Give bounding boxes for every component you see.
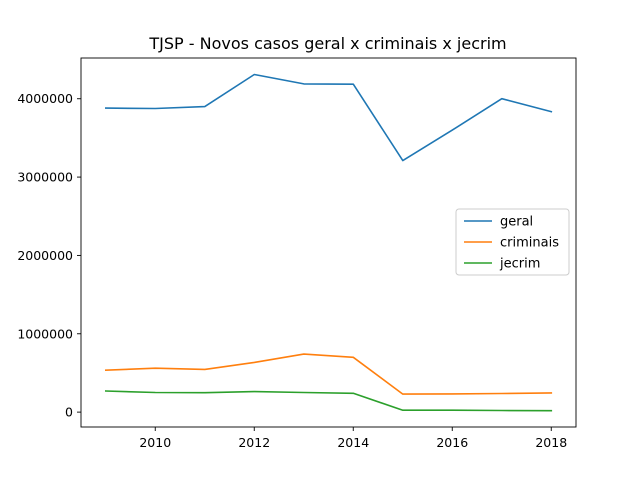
series-line-criminais xyxy=(104,353,553,395)
y-tick-label: 2000000 xyxy=(17,248,73,263)
series-line-jecrim xyxy=(104,390,553,412)
legend-label-criminais: criminais xyxy=(500,236,559,251)
plot-area xyxy=(104,73,553,412)
legend-label-geral: geral xyxy=(500,215,533,230)
x-tick-label: 2012 xyxy=(238,435,270,450)
legend-label-jecrim: jecrim xyxy=(499,257,540,272)
y-tick-label: 0 xyxy=(65,405,73,420)
y-tick-label: 4000000 xyxy=(17,91,73,106)
legend-box xyxy=(455,208,570,276)
y-tick-label: 3000000 xyxy=(17,170,73,185)
x-tick-label: 2010 xyxy=(139,435,171,450)
legend: geral criminais jecrim xyxy=(455,208,570,276)
y-tick-label: 1000000 xyxy=(17,326,73,341)
chart-title: TJSP - Novos casos geral x criminais x j… xyxy=(148,34,506,53)
x-tick-label: 2018 xyxy=(535,435,567,450)
axes-frame xyxy=(80,57,577,428)
x-tick-label: 2016 xyxy=(436,435,468,450)
x-tick-label: 2014 xyxy=(337,435,369,450)
axes: 2010 2012 2014 2016 2018 0 1000000 2000000 30000… xyxy=(17,57,577,450)
series-line-geral xyxy=(104,73,553,162)
